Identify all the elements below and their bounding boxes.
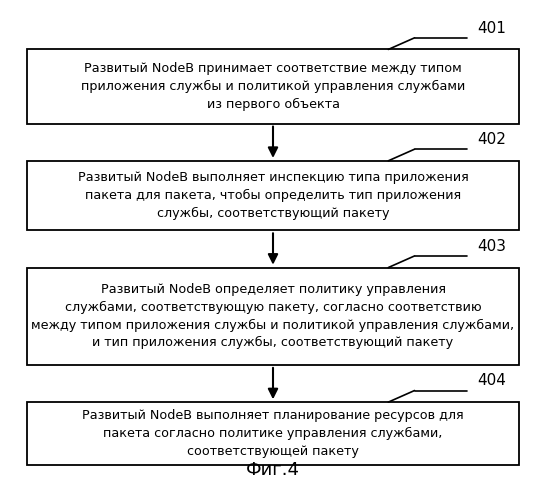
Text: 403: 403	[477, 239, 507, 253]
Text: Развитый NodeB выполняет планирование ресурсов для
пакета согласно политике упра: Развитый NodeB выполняет планирование ре…	[82, 409, 464, 458]
Text: 401: 401	[477, 20, 506, 35]
Text: Развитый NodeB определяет политику управления
службами, соответствующую пакету, : Развитый NodeB определяет политику управ…	[32, 283, 514, 349]
Bar	[27, 402, 519, 465]
Bar	[27, 49, 519, 124]
Text: Развитый NodeB выполняет инспекцию типа приложения
пакета для пакета, чтобы опре: Развитый NodeB выполняет инспекцию типа …	[78, 172, 468, 220]
Bar	[27, 267, 519, 365]
Text: Фиг.4: Фиг.4	[246, 461, 300, 479]
Text: 404: 404	[477, 373, 506, 388]
Text: 402: 402	[477, 132, 506, 147]
Bar	[27, 161, 519, 231]
Text: Развитый NodeB принимает соответствие между типом
приложения службы и политикой : Развитый NodeB принимает соответствие ме…	[81, 62, 465, 111]
